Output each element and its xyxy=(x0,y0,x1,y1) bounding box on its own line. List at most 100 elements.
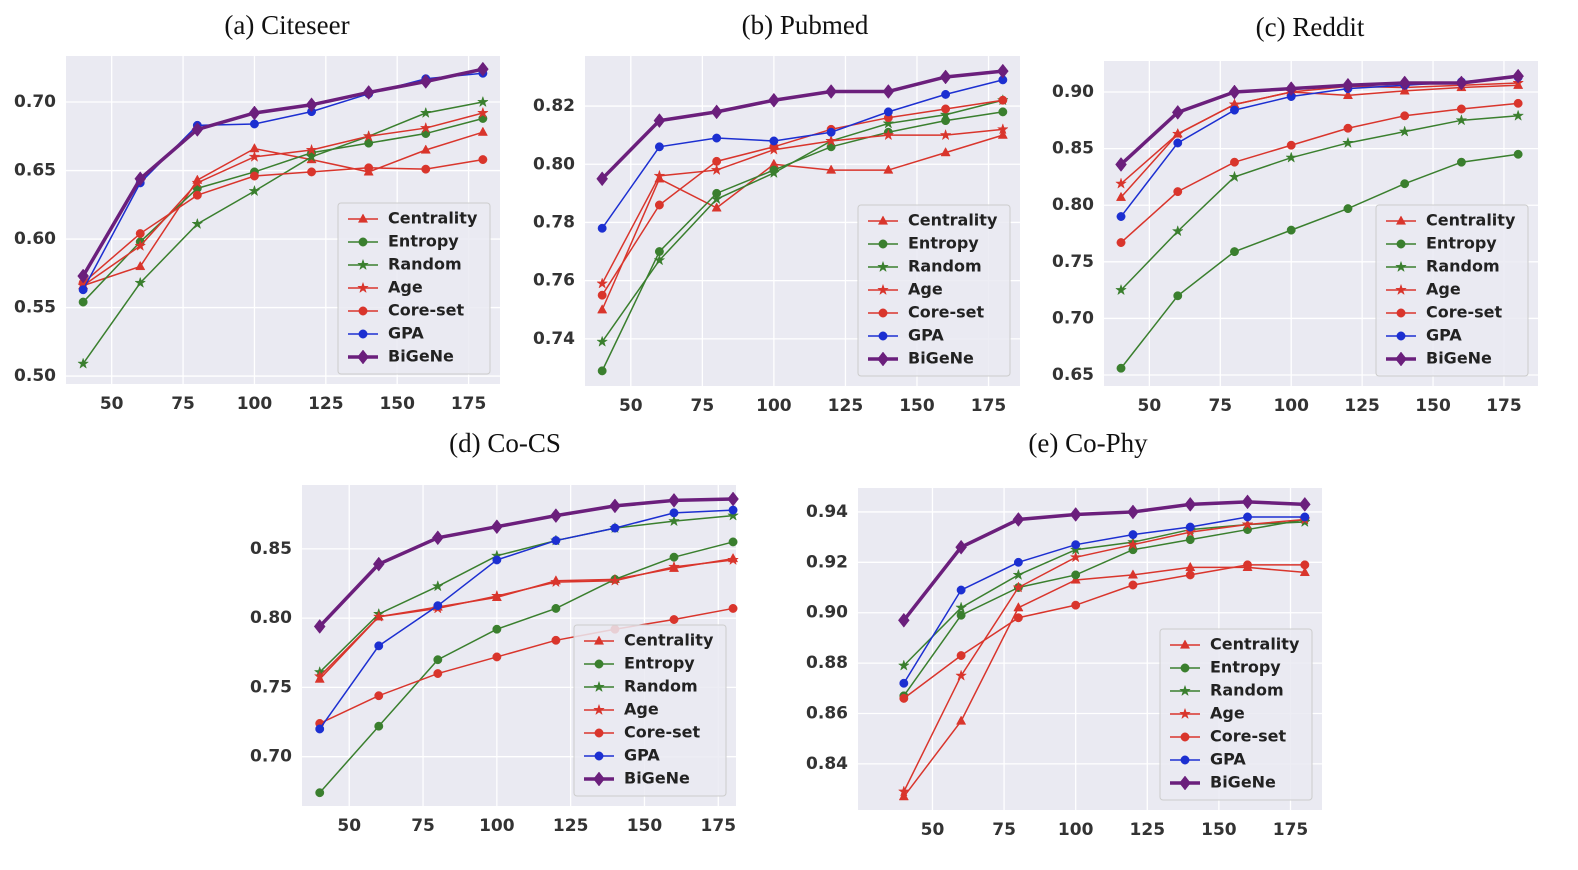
marker xyxy=(358,306,368,316)
subplot: (d) Co-CS 0.70 0.75 0.80 0.85 50 75 100 125 150 17… xyxy=(250,428,740,836)
marker xyxy=(313,619,326,634)
marker xyxy=(1342,89,1353,100)
marker xyxy=(421,129,431,138)
marker xyxy=(593,680,605,693)
marker xyxy=(78,285,88,295)
marker xyxy=(191,122,204,137)
marker xyxy=(419,121,432,134)
series-line xyxy=(601,134,1004,311)
marker xyxy=(898,791,909,801)
series-line xyxy=(902,500,1305,622)
subplot: (a) Citeseer 0.50 0.55 0.60 0.65 0.70 50 75 100 1… xyxy=(14,10,500,414)
series-line xyxy=(601,99,1004,343)
x-tick-label: 150 xyxy=(1201,820,1237,840)
marker xyxy=(939,128,952,141)
marker xyxy=(669,552,679,562)
marker xyxy=(1400,179,1410,189)
marker xyxy=(358,237,368,247)
chart-title: (a) Citeseer xyxy=(224,10,349,40)
marker xyxy=(899,678,909,688)
marker xyxy=(1071,540,1081,550)
x-tick-label: 125 xyxy=(828,396,864,416)
y-tick-label: 0.84 xyxy=(806,754,848,774)
marker xyxy=(825,84,837,99)
legend-label: Centrality xyxy=(388,209,478,228)
marker xyxy=(897,785,910,797)
marker xyxy=(357,258,369,271)
marker xyxy=(248,184,261,197)
marker xyxy=(305,143,318,156)
marker xyxy=(315,788,325,798)
marker xyxy=(1395,351,1407,367)
marker xyxy=(593,635,605,645)
legend-label: Centrality xyxy=(908,211,998,230)
y-tick-label: 0.80 xyxy=(250,608,292,628)
marker xyxy=(492,652,502,662)
legend-label: BiGeNe xyxy=(1426,349,1492,368)
chart-title: (e) Co-Phy xyxy=(1028,428,1148,458)
legend: Centrality Entropy Random Age Core-set GPA BiG… xyxy=(1159,628,1313,801)
series-line xyxy=(601,128,1003,284)
marker xyxy=(1185,570,1195,580)
marker xyxy=(767,166,780,179)
marker xyxy=(374,691,384,701)
marker xyxy=(1243,512,1252,522)
marker xyxy=(939,108,952,120)
series-line xyxy=(1120,102,1519,244)
series-line xyxy=(82,112,484,287)
marker xyxy=(1398,125,1411,137)
marker xyxy=(727,491,739,507)
subplot: (c) Reddit 0.65 0.70 0.75 0.80 0.85 0.90 50 75 10… xyxy=(1052,12,1538,416)
series-line xyxy=(903,518,1305,792)
legend-label: BiGeNe xyxy=(388,347,454,366)
legend-label: Core-set xyxy=(1426,303,1502,322)
marker xyxy=(1512,68,1524,84)
marker xyxy=(1228,84,1241,100)
y-tick-label: 0.65 xyxy=(1052,365,1094,385)
marker xyxy=(1180,663,1190,673)
marker xyxy=(1341,136,1354,149)
marker xyxy=(1116,363,1126,373)
series-line xyxy=(319,607,734,725)
legend-label: Core-set xyxy=(624,723,700,742)
legend-label: GPA xyxy=(388,324,424,343)
marker xyxy=(307,167,317,177)
marker xyxy=(882,128,895,141)
marker xyxy=(654,142,664,152)
marker xyxy=(1456,104,1466,114)
marker xyxy=(998,107,1008,117)
marker xyxy=(941,89,951,99)
marker xyxy=(593,771,605,787)
y-tick-label: 0.65 xyxy=(14,161,56,181)
marker xyxy=(1396,331,1406,341)
marker xyxy=(1342,77,1354,93)
y-tick-label: 0.74 xyxy=(533,329,575,349)
marker xyxy=(608,574,621,586)
marker xyxy=(597,366,607,376)
marker xyxy=(878,308,888,318)
x-tick-label: 50 xyxy=(1138,396,1162,416)
marker xyxy=(877,260,889,273)
series-line xyxy=(81,67,484,277)
marker xyxy=(1228,170,1241,182)
marker xyxy=(609,498,621,514)
series-line xyxy=(600,69,1004,181)
x-tick-label: 100 xyxy=(479,816,515,836)
marker xyxy=(433,601,443,611)
marker xyxy=(769,136,779,146)
y-tick-label: 0.50 xyxy=(14,366,56,386)
marker xyxy=(357,349,369,365)
marker xyxy=(1012,568,1025,580)
marker xyxy=(1013,602,1024,612)
series-line xyxy=(1120,115,1519,291)
series-line xyxy=(319,509,734,730)
legend-label: Random xyxy=(908,257,982,276)
marker xyxy=(1171,104,1184,120)
marker xyxy=(1179,707,1191,720)
y-tick-label: 0.55 xyxy=(14,298,56,318)
marker xyxy=(477,61,489,77)
x-tick-label: 150 xyxy=(1415,396,1451,416)
marker xyxy=(956,610,966,620)
marker xyxy=(358,329,368,339)
marker xyxy=(596,171,608,187)
